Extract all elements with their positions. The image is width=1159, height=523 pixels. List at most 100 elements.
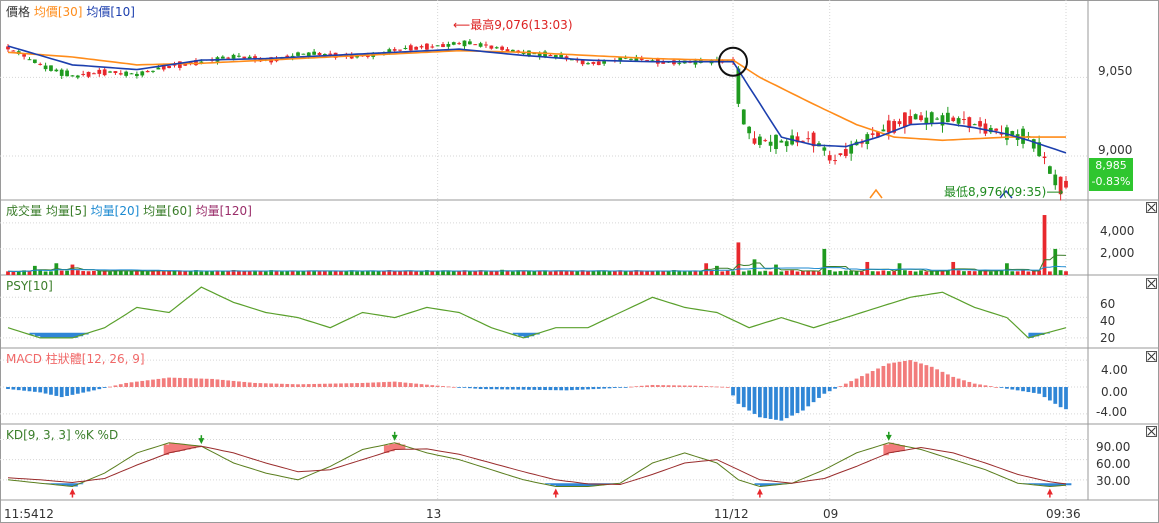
price-candle	[32, 59, 37, 63]
psy-close-icon[interactable]	[1146, 278, 1157, 289]
legend-vol120: 均量[120]	[195, 204, 252, 218]
price-candle	[220, 56, 225, 59]
macd-bar	[280, 383, 284, 387]
volume-bar	[650, 271, 655, 275]
macd-bar	[27, 387, 32, 392]
macd-bar	[655, 385, 660, 387]
price-candle	[75, 75, 80, 78]
volume-close-icon[interactable]	[1146, 202, 1157, 213]
price-candle	[661, 61, 666, 64]
price-candle	[1064, 180, 1068, 188]
price-candle	[145, 70, 150, 73]
price-candle	[494, 47, 499, 49]
macd-bar	[822, 387, 827, 394]
volume-bar	[892, 271, 897, 275]
macd-bar	[618, 387, 623, 388]
volume-bar	[586, 271, 590, 275]
macd-bar	[355, 383, 359, 387]
volume-bar	[419, 271, 424, 275]
price-candle	[827, 155, 832, 161]
macd-bar	[92, 387, 96, 391]
price-candle	[849, 144, 854, 154]
macd-bar	[462, 387, 467, 388]
volume-bar	[231, 270, 236, 275]
price-candle	[736, 68, 741, 104]
price-candle	[462, 40, 467, 47]
volume-bar	[237, 271, 241, 275]
price-candle	[983, 123, 988, 134]
kd-close-icon[interactable]	[1146, 426, 1157, 437]
price-candle	[865, 134, 870, 144]
price-candle	[81, 73, 86, 75]
volume-bar	[763, 270, 768, 275]
macd-bar	[392, 381, 397, 387]
volume-bar	[494, 271, 499, 275]
macd-bar	[199, 378, 204, 387]
volume-bar	[108, 271, 112, 275]
volume-bar	[661, 271, 666, 275]
volume-bar	[290, 271, 295, 275]
volume-bar	[510, 271, 515, 275]
macd-bar	[1064, 387, 1068, 410]
volume-bar	[532, 271, 537, 275]
volume-bar	[360, 270, 365, 275]
volume-bar	[795, 271, 800, 275]
macd-bar	[682, 385, 687, 387]
macd-bar	[312, 383, 317, 387]
volume-bar	[102, 270, 107, 275]
macd-bar	[800, 387, 805, 411]
price-candle	[752, 138, 757, 144]
volume-bar	[467, 270, 472, 275]
macd-bar	[118, 384, 123, 387]
macd-bar	[49, 387, 53, 395]
low-arrow-icon: ⟶	[1046, 185, 1064, 199]
price-candle	[1053, 174, 1058, 186]
macd-bar	[784, 387, 789, 419]
volume-bar	[924, 271, 929, 275]
macd-bar	[972, 383, 977, 387]
price-candle	[956, 118, 961, 124]
macd-bar	[940, 371, 945, 387]
low-annotation: 最低8,976(09:35)⟶	[944, 185, 1064, 199]
low-note: 最低8,976(09:35)	[944, 185, 1047, 199]
price-candle	[392, 49, 397, 51]
buy-arrow-icon	[1046, 488, 1053, 495]
volume-bar	[376, 271, 381, 275]
volume-bar	[188, 271, 193, 275]
volume-bar	[988, 271, 993, 275]
macd-bar	[919, 363, 923, 387]
orange-caret-icon	[869, 188, 883, 199]
macd-bar	[220, 379, 225, 387]
macd-bar	[22, 387, 26, 391]
price-candle	[328, 53, 333, 55]
price-candle	[425, 43, 429, 50]
volume-bar	[757, 271, 762, 275]
volume-bar	[779, 271, 784, 275]
high-note: 最高9,076(13:03)	[470, 18, 573, 32]
avg30-line	[7, 49, 1066, 142]
price-candle	[59, 69, 64, 76]
volume-bar	[1015, 271, 1020, 275]
price-candle	[118, 73, 123, 75]
macd-bar	[929, 366, 934, 387]
macd-label: MACD 柱狀體[12, 26, 9]	[6, 352, 145, 366]
volume-bar	[602, 271, 607, 275]
legend-avg30: 均價[30]	[33, 5, 83, 19]
volume-bar	[54, 263, 59, 275]
volume-bar	[972, 271, 977, 275]
macd-bar	[151, 379, 155, 387]
macd-bar	[86, 387, 91, 392]
volume-bar	[537, 270, 542, 275]
price-candle	[897, 121, 902, 125]
macd-bar	[371, 382, 376, 387]
price-candle	[1058, 176, 1063, 195]
price-candle	[1042, 156, 1047, 159]
volume-bar	[365, 270, 370, 275]
macd-close-icon[interactable]	[1146, 351, 1157, 362]
macd-bar	[365, 382, 370, 387]
volume-bar	[790, 270, 794, 275]
volume-bar	[806, 271, 811, 275]
macd-bar	[54, 387, 59, 396]
price-candle	[559, 54, 564, 58]
volume-bar	[1042, 215, 1047, 275]
